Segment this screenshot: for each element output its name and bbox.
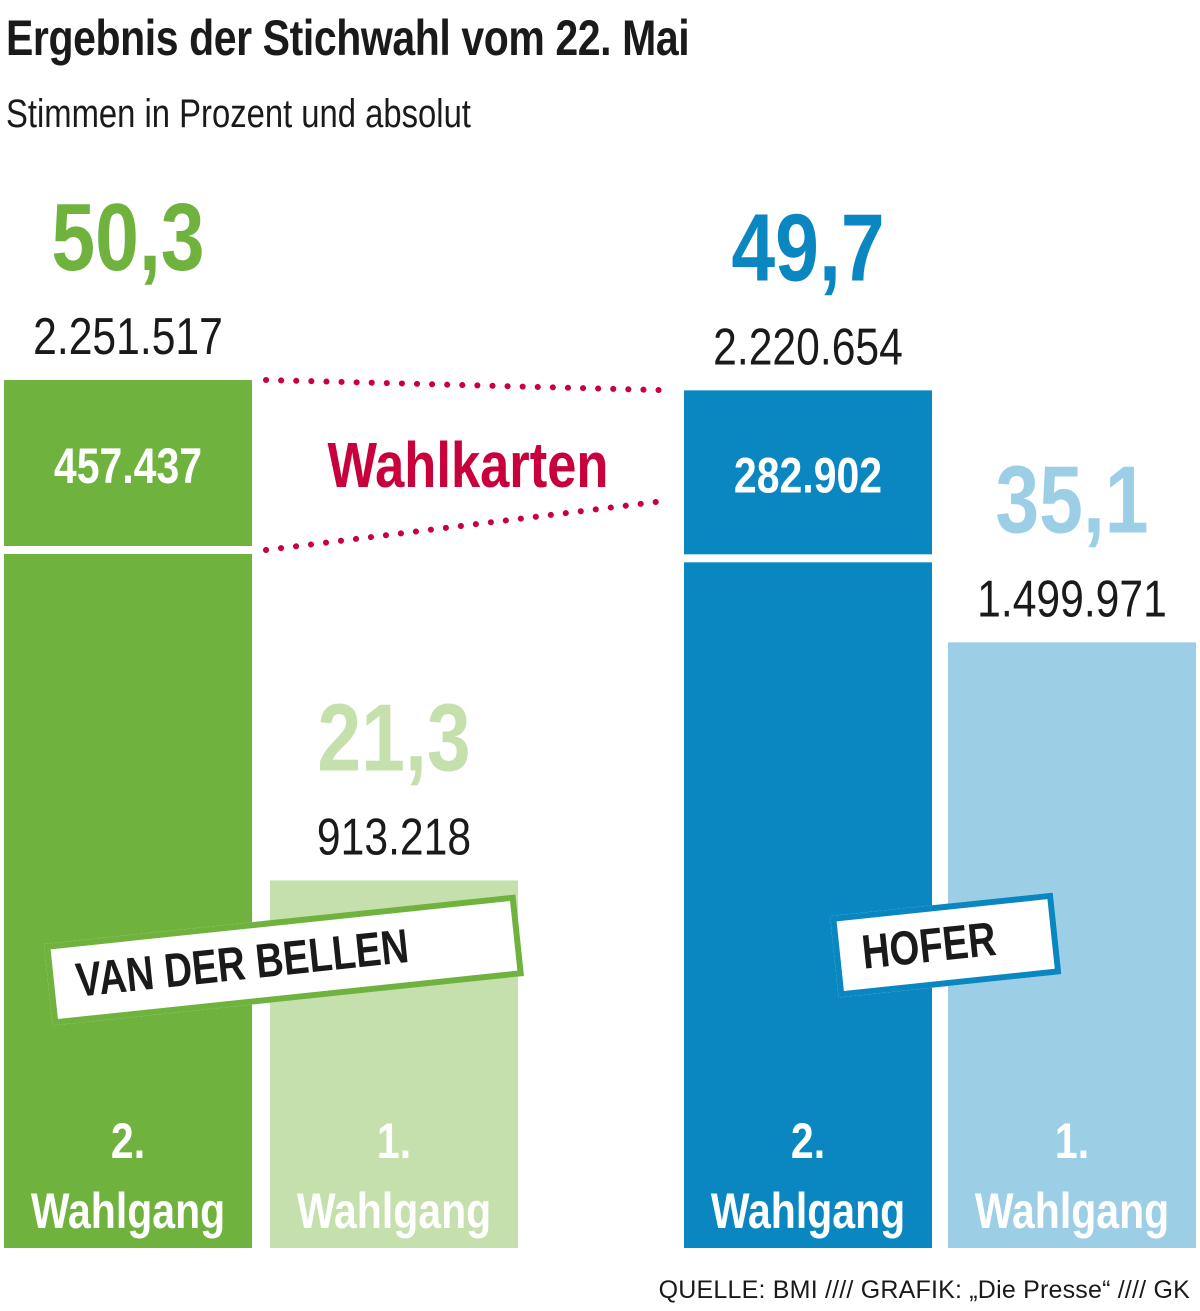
round-number-hofer-round2: 2. bbox=[791, 1113, 825, 1169]
round-word-hofer-round1: Wahlgang bbox=[975, 1183, 1169, 1239]
votes-label-van-der-bellen-round1: 913.218 bbox=[317, 809, 471, 867]
wahlkarten-divider-van-der-bellen-round2 bbox=[4, 546, 252, 554]
round-number-van-der-bellen-round2: 2. bbox=[111, 1113, 145, 1169]
round-word-hofer-round2: Wahlgang bbox=[711, 1183, 905, 1239]
wahlkarten-label: Wahlkarten bbox=[328, 430, 609, 501]
chart-title: Ergebnis der Stichwahl vom 22. Mai bbox=[6, 10, 690, 66]
votes-label-hofer-round2: 2.220.654 bbox=[713, 318, 903, 376]
votes-label-van-der-bellen-round2: 2.251.517 bbox=[33, 308, 223, 366]
bar-van-der-bellen-round2 bbox=[4, 380, 252, 1248]
wahlkarten-dotted-line-bottom bbox=[263, 497, 673, 553]
round-number-hofer-round1: 1. bbox=[1055, 1113, 1089, 1169]
source-credit: QUELLE: BMI //// GRAFIK: „Die Presse“ //… bbox=[658, 1276, 1190, 1304]
percent-label-hofer-round1: 35,1 bbox=[995, 446, 1148, 553]
percent-label-hofer-round2: 49,7 bbox=[731, 194, 884, 301]
round-word-van-der-bellen-round2: Wahlgang bbox=[31, 1183, 225, 1239]
wahlkarten-divider-hofer-round2 bbox=[684, 554, 932, 563]
round-word-van-der-bellen-round1: Wahlgang bbox=[297, 1183, 491, 1239]
round-number-van-der-bellen-round1: 1. bbox=[377, 1113, 411, 1169]
wahlkarten-value-van-der-bellen-round2: 457.437 bbox=[54, 438, 202, 494]
votes-label-hofer-round1: 1.499.971 bbox=[977, 570, 1167, 628]
percent-label-van-der-bellen-round2: 50,3 bbox=[51, 184, 204, 291]
chart-subtitle: Stimmen in Prozent und absolut bbox=[6, 92, 471, 136]
percent-label-van-der-bellen-round1: 21,3 bbox=[317, 684, 470, 791]
bar-hofer-round2 bbox=[684, 390, 932, 1248]
wahlkarten-dotted-line-top bbox=[263, 377, 673, 394]
wahlkarten-value-hofer-round2: 282.902 bbox=[734, 448, 882, 504]
